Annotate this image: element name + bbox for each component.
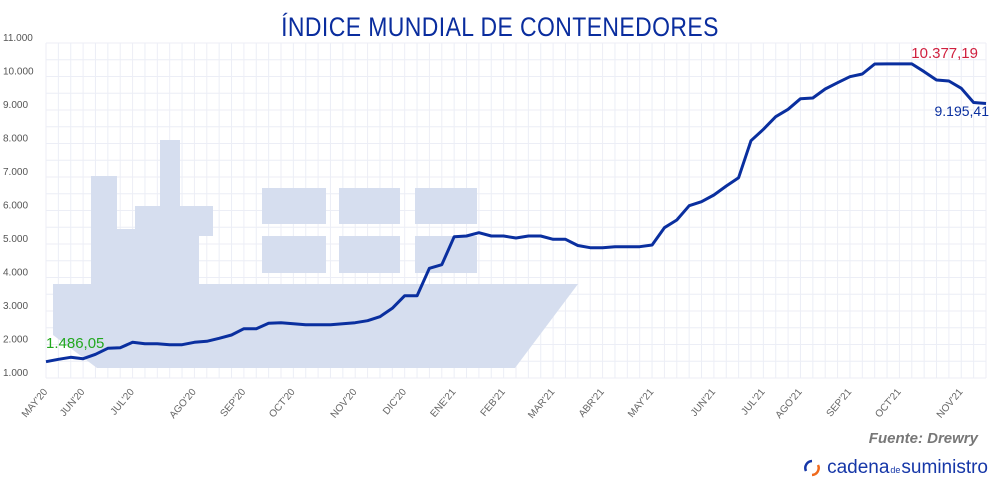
x-tick-label: OCT'20 [267,387,298,421]
x-tick-label: AGO'21 [774,387,805,421]
x-tick-label: ABR'21 [577,387,607,420]
logo-refresh-icon [804,459,820,477]
y-tick-label: 1.000 [3,368,28,379]
x-tick-label: FEB'21 [479,387,509,419]
container [339,188,400,224]
x-tick-label: MAY'21 [626,387,657,420]
x-tick-label: AGO'20 [168,387,199,421]
x-tick-label: MAR'21 [526,387,557,421]
logo: cadenadesuministro [803,457,988,479]
logo-text: cadena [827,457,890,478]
x-tick-label: OCT'21 [873,387,904,421]
y-tick-label: 5.000 [3,234,28,245]
y-tick-label: 3.000 [3,301,28,312]
y-tick-label: 6.000 [3,201,28,212]
x-tick-label: SEP'20 [219,387,249,420]
series-line [45,62,987,364]
logo-text: de [890,465,901,475]
container [262,188,326,224]
x-tick-label: JUL'20 [109,387,138,418]
y-tick-label: 8.000 [3,134,28,145]
ship-tower [135,206,160,284]
y-tick-label: 9.000 [3,100,28,111]
x-tick-label: JUL'21 [739,387,768,418]
x-tick-label: MAY'20 [20,387,51,420]
y-tick-label: 10.000 [3,67,34,78]
ship-tower [117,229,135,284]
logo-text: suministro [901,457,988,478]
container [415,188,477,224]
ship-tower [91,176,117,284]
x-tick-label: NOV'21 [935,387,966,421]
x-tick-label: NOV'20 [329,387,360,421]
ship-tower [180,206,199,284]
source-note: Fuente: Drewry [868,430,978,447]
y-tick-label: 2.000 [3,335,28,346]
ship-illustration [53,140,578,368]
x-tick-label: JUN'20 [58,387,88,419]
x-tick-label: DIC'20 [381,387,409,418]
x-tick-label: SEP'21 [825,387,855,420]
max-value-label: 10.377,19 [911,45,978,62]
y-tick-label: 4.000 [3,268,28,279]
y-tick-label: 11.000 [3,33,33,44]
x-tick-label: ENE'21 [428,387,458,420]
container [339,236,400,273]
ship-tower [160,140,180,284]
container [262,236,326,273]
y-tick-label: 7.000 [3,167,28,178]
chart-title: ÍNDICE MUNDIAL DE CONTENEDORES [281,12,719,42]
start-value-label: 1.486,05 [46,335,104,352]
x-tick-label: JUN'21 [689,387,719,419]
last-value-label: 9.195,41 [935,103,990,119]
ship-tower [199,206,213,236]
